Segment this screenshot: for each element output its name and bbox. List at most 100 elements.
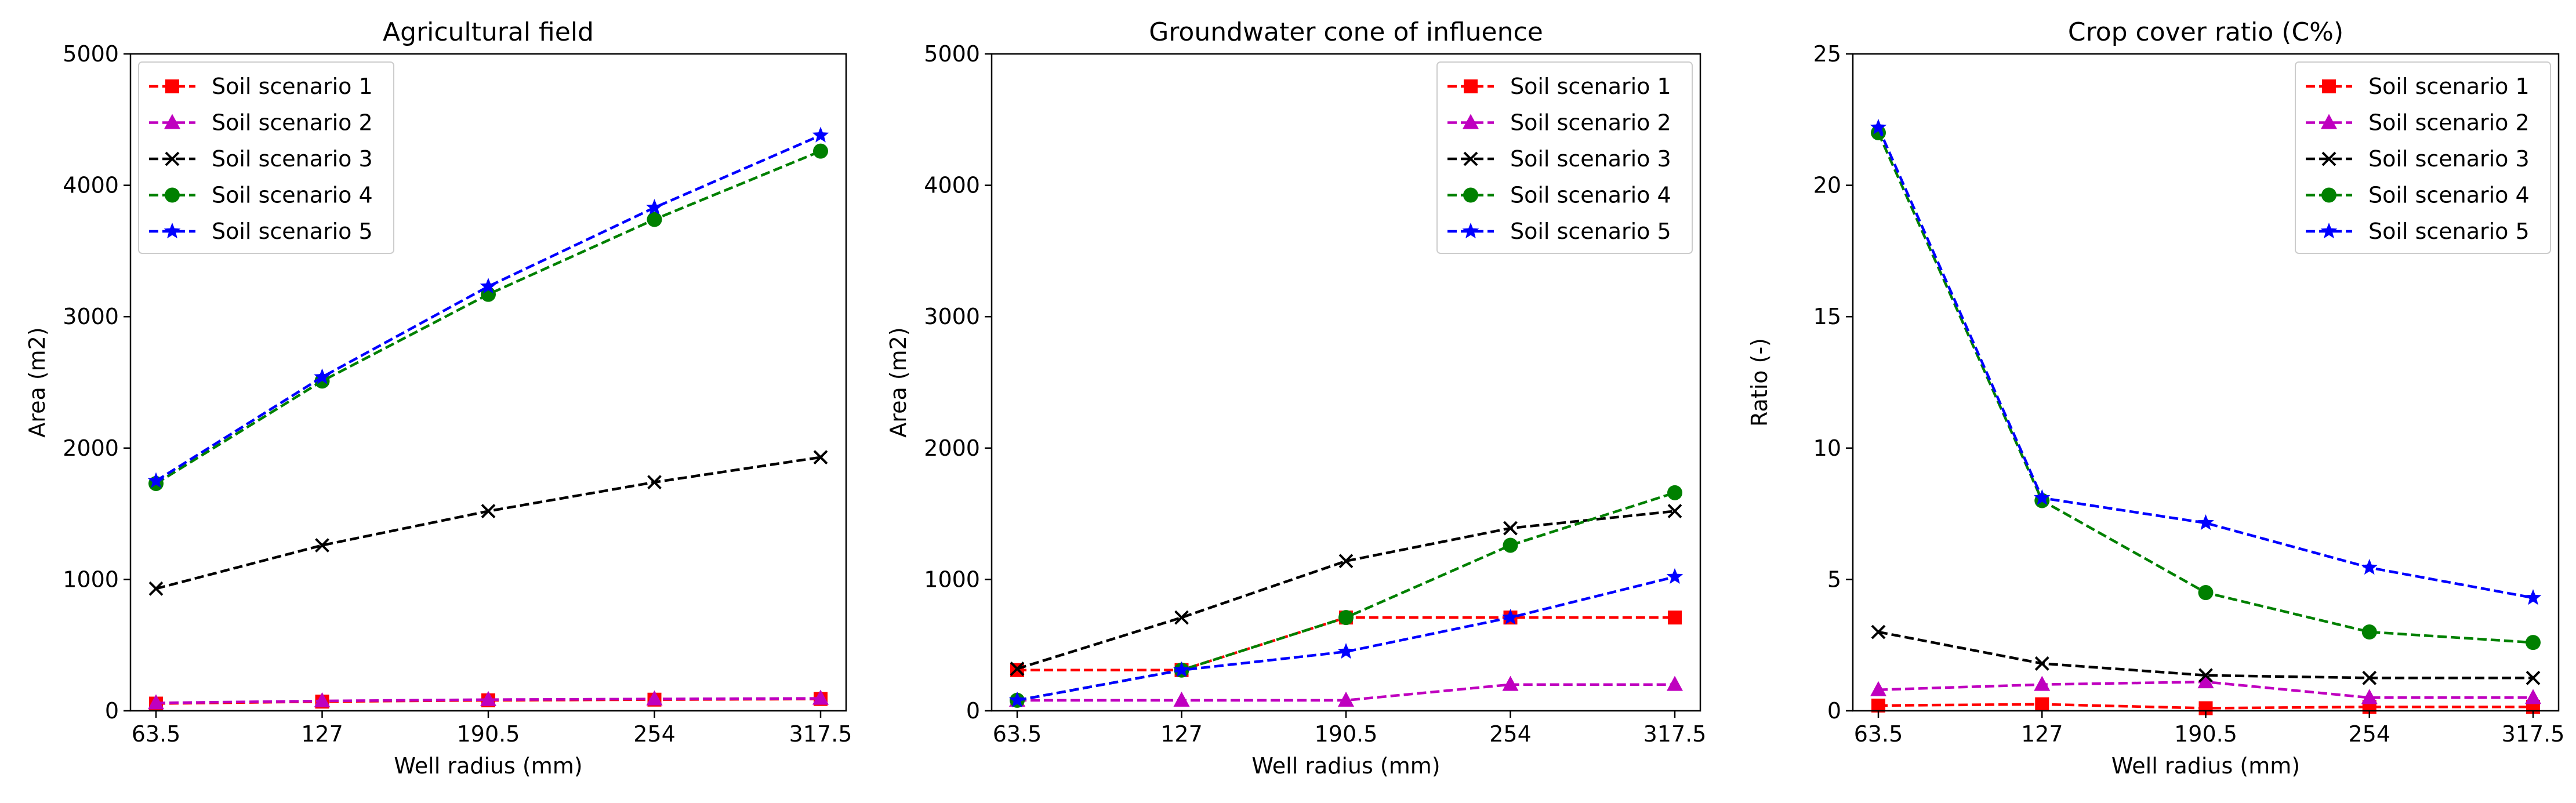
legend-label: Soil scenario 1	[212, 74, 373, 99]
x-tick-label: 254	[2348, 721, 2390, 747]
legend-label: Soil scenario 4	[212, 183, 373, 208]
x-tick-label: 317.5	[2502, 721, 2565, 747]
series-line	[1878, 630, 2533, 680]
x-tick-label: 317.5	[789, 721, 852, 747]
series-5	[147, 126, 829, 488]
data-point	[2034, 489, 2051, 505]
data-point	[813, 450, 828, 465]
data-point	[1502, 675, 1519, 691]
y-tick-label: 0	[966, 698, 980, 724]
legend-entry-3: Soil scenario 3	[149, 146, 373, 172]
legend-marker	[164, 223, 181, 239]
series-5	[1870, 118, 2542, 605]
data-point	[480, 691, 496, 706]
legend-box	[2295, 61, 2551, 254]
data-point	[1173, 661, 1190, 677]
x-axis-label: Well radius (mm)	[394, 753, 582, 779]
legend-label: Soil scenario 4	[1510, 183, 1671, 208]
data-point	[314, 368, 331, 384]
data-point	[148, 694, 164, 710]
data-point	[647, 475, 662, 490]
data-point	[2361, 624, 2377, 640]
series-line	[155, 456, 821, 590]
data-point	[148, 581, 164, 596]
y-tick-label: 4000	[63, 173, 119, 198]
data-point	[1668, 611, 1682, 625]
series-2	[1870, 673, 2541, 704]
data-point	[481, 504, 496, 518]
y-tick-label: 3000	[63, 304, 119, 329]
data-point	[2035, 697, 2049, 711]
data-point	[2526, 635, 2541, 651]
y-axis-label: Ratio (-)	[1747, 338, 1772, 427]
legend-entry-4: Soil scenario 4	[2306, 183, 2530, 208]
legend-marker	[1462, 223, 1479, 239]
data-point	[1667, 504, 1682, 518]
data-point	[2361, 559, 2378, 575]
legend: Soil scenario 1 Soil scenario 2 Soil scena…	[2295, 61, 2551, 254]
y-tick-label: 25	[1813, 41, 1841, 67]
data-point	[646, 199, 663, 215]
data-point	[1667, 675, 1683, 691]
legend-marker	[1463, 151, 1478, 166]
legend-label: Soil scenario 1	[1510, 74, 1671, 99]
data-point	[2526, 670, 2541, 685]
x-tick-label: 317.5	[1643, 721, 1707, 747]
data-point	[1666, 568, 1684, 584]
data-point	[315, 538, 329, 553]
data-point	[1871, 624, 1886, 640]
x-tick-label: 63.5	[993, 721, 1042, 747]
series-5	[1008, 568, 1684, 707]
x-tick-label: 127	[301, 721, 343, 747]
data-point	[1338, 554, 1354, 569]
data-point	[2198, 668, 2213, 683]
data-point	[1010, 662, 1025, 676]
legend-label: Soil scenario 5	[1510, 219, 1671, 244]
y-tick-label: 20	[1813, 173, 1841, 198]
legend-marker	[2321, 114, 2337, 129]
legend-marker	[2322, 79, 2336, 93]
x-tick-label: 254	[1489, 721, 1532, 747]
legend-label: Soil scenario 1	[2368, 74, 2530, 99]
chart-title: Crop cover ratio (C%)	[2068, 17, 2343, 47]
chart-title: Agricultural field	[383, 17, 594, 47]
data-point	[2525, 689, 2541, 704]
x-tick-label: 190.5	[457, 721, 520, 747]
y-tick-label: 10	[1813, 435, 1841, 461]
chart-title: Groundwater cone of influence	[1149, 17, 1543, 47]
legend-entry-4: Soil scenario 4	[149, 183, 373, 208]
series-line	[155, 134, 821, 482]
legend-label: Soil scenario 2	[212, 110, 373, 136]
series-4	[1871, 125, 2541, 651]
legend-entry-5: Soil scenario 5	[149, 219, 373, 244]
data-point	[1871, 125, 1886, 140]
legend-label: Soil scenario 4	[2368, 183, 2530, 208]
data-point	[480, 278, 497, 294]
series-3	[148, 450, 828, 596]
legend-entry-2: Soil scenario 2	[1447, 110, 1671, 136]
y-tick-label: 2000	[924, 435, 980, 461]
data-point	[1173, 691, 1190, 707]
data-point	[1870, 681, 1886, 696]
legend-marker	[1463, 187, 1478, 203]
data-point	[2197, 514, 2214, 531]
legend-entry-5: Soil scenario 5	[2306, 219, 2530, 244]
chart-panel-1: Agricultural field 63.5 127 190.5 254 317.5 0 1…	[24, 17, 852, 779]
series-3	[1010, 504, 1682, 676]
data-point	[812, 689, 829, 705]
data-point	[1870, 118, 1887, 135]
legend-entry-2: Soil scenario 2	[2306, 110, 2530, 136]
y-tick-label: 5000	[924, 41, 980, 67]
x-tick-label: 63.5	[1854, 721, 1903, 747]
data-point	[812, 126, 829, 143]
data-point	[1338, 691, 1354, 707]
series-line	[155, 697, 821, 704]
data-point	[2361, 689, 2378, 704]
legend-entry-3: Soil scenario 3	[1447, 146, 1671, 172]
chart-panel-3: Crop cover ratio (C%) 63.5 127 190.5 254 317.…	[1747, 17, 2564, 779]
legend-marker	[2321, 187, 2336, 203]
data-point	[2198, 585, 2214, 601]
data-point	[1338, 610, 1354, 626]
x-tick-label: 254	[633, 721, 676, 747]
